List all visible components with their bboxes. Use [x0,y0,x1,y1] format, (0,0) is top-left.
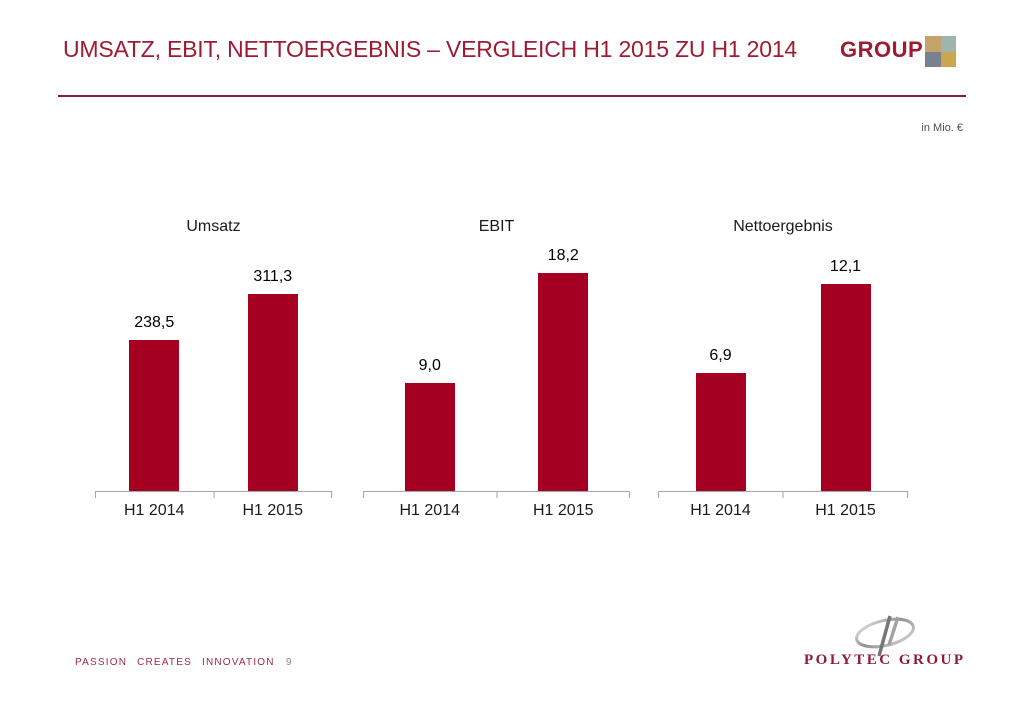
x-tick-labels: H1 2014 H1 2015 [95,502,332,520]
bar-slot: 12,1 [783,251,908,491]
footer-tagline: PASSION CREATES INNOVATION [75,657,275,668]
bar-ebit-h1-2015 [538,273,589,491]
bar-ebit-h1-2014 [404,383,455,491]
axis-tick [213,492,214,498]
bar-umsatz-h1-2015 [247,294,298,491]
unit-note: in Mio. € [921,122,963,134]
group-wordmark: GROUP [840,37,924,62]
axis-tick [629,492,630,498]
chart-umsatz: Umsatz 238,5 311,3 H1 2014 H1 2015 [95,218,332,520]
checker-square-bottom-left [925,51,941,67]
polytec-logo-icon [855,615,915,657]
axis-tick [363,492,364,498]
bar-slot: 311,3 [214,251,333,491]
bar-value-label: 12,1 [829,258,862,275]
checker-square-top-left [925,36,941,52]
x-tick-label: H1 2014 [124,502,185,519]
page-number: 9 [286,657,292,668]
axis-tick [658,492,659,498]
x-axis-ebit [363,491,630,498]
bar-umsatz-h1-2014 [129,340,180,491]
bar-slot: 238,5 [95,251,214,491]
x-tick-label: H1 2014 [690,502,751,519]
x-tick-labels: H1 2014 H1 2015 [363,502,630,520]
chart-title-umsatz: Umsatz [186,218,241,235]
chart-ebit: EBIT 9,0 18,2 H1 2014 H1 2015 [363,218,630,520]
axis-tick [907,492,908,498]
bar-nettoergebnis-h1-2015 [820,284,871,491]
bar-value-label: 311,3 [253,268,293,285]
x-tick-label: H1 2015 [815,502,876,519]
chart-title-nettoergebnis: Nettoergebnis [733,218,833,235]
x-tick-label: H1 2015 [242,502,304,519]
axis-tick [95,492,96,498]
x-tick-label: H1 2015 [533,502,594,519]
checker-square-top-right [940,36,956,52]
plot-area-nettoergebnis: 6,9 12,1 [658,251,908,498]
polytec-wordmark: POLYTEC GROUP [804,652,966,668]
header-divider [58,95,966,97]
chart-title-ebit: EBIT [478,218,515,235]
bar-slot: 9,0 [363,251,497,491]
checker-square-bottom-right [940,51,956,67]
axis-tick [496,492,497,498]
bar-value-label: 9,0 [418,357,441,374]
x-axis-umsatz [95,491,332,498]
axis-tick [331,492,332,498]
x-tick-label: H1 2014 [399,502,461,519]
chart-nettoergebnis: Nettoergebnis 6,9 12,1 H1 2014 H1 2015 [658,218,908,520]
plot-area-umsatz: 238,5 311,3 [95,251,333,498]
axis-tick [782,492,784,498]
slide-title: UMSATZ, EBIT, NETTOERGEBNIS – VERGLEICH … [63,36,798,62]
x-tick-labels: H1 2014 H1 2015 [658,502,908,520]
plot-area-ebit: 9,0 18,2 [363,247,631,498]
bar-value-label: 18,2 [547,247,579,264]
group-checker-logo-icon [925,36,956,67]
bar-nettoergebnis-h1-2014 [695,373,746,491]
bar-value-label: 238,5 [134,314,175,331]
bar-value-label: 6,9 [709,347,732,364]
bar-slot: 18,2 [497,247,631,491]
bar-slot: 6,9 [658,251,783,491]
x-axis-nettoergebnis [658,491,908,498]
